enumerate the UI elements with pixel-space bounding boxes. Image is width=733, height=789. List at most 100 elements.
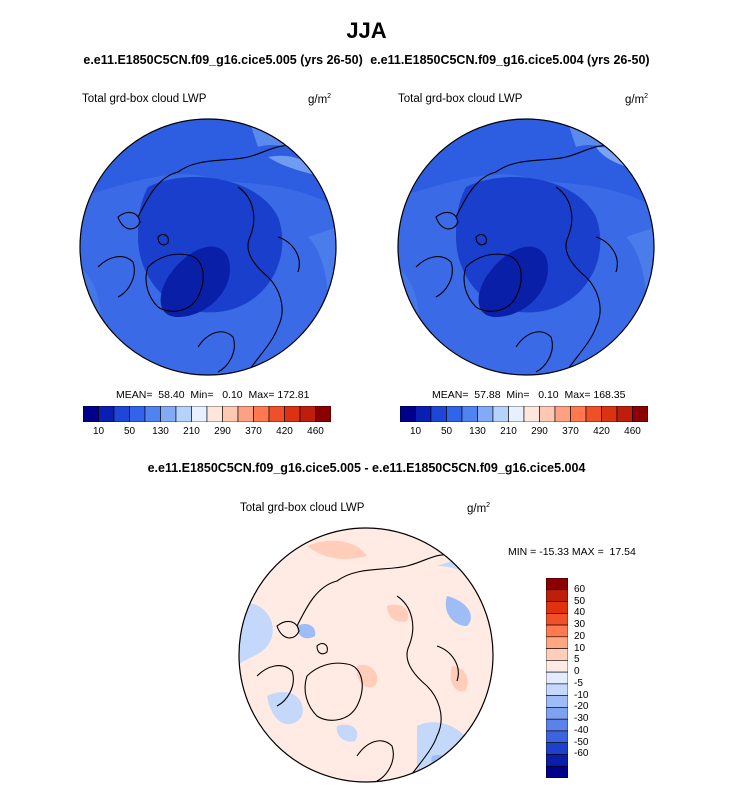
difference-colorbar: [546, 578, 568, 778]
colorbar-swatch: [237, 406, 254, 422]
diff-colorbar-swatch: [546, 742, 568, 755]
diff-colorbar-tick-label: -10: [574, 689, 589, 701]
diff-colorbar-tick-label: -60: [574, 748, 589, 760]
case-title-right: e.e11.E1850C5CN.f09_g16.cice5.004 (yrs 2…: [370, 53, 650, 67]
colorbar-swatch: [477, 406, 494, 422]
season-title: JJA: [346, 18, 387, 43]
colorbar-swatch: [129, 406, 146, 422]
comparison-title: e.e11.E1850C5CN.f09_g16.cice5.005 (yrs 2…: [0, 53, 733, 67]
diff-colorbar-swatch: [546, 754, 568, 767]
right-units-label: g/m2: [625, 93, 649, 106]
colorbar-swatch: [601, 406, 618, 422]
colorbar-tick-label: 50: [440, 426, 453, 437]
colorbar-swatch: [268, 406, 285, 422]
colorbar-swatch: [206, 406, 223, 422]
difference-polar-map: [238, 527, 494, 783]
colorbar-tick-label: 210: [183, 426, 200, 437]
colorbar-swatch: [144, 406, 161, 422]
colorbar-tick-label: 460: [624, 426, 641, 437]
diff-colorbar-tick-label: -40: [574, 724, 589, 736]
colorbar-swatch: [284, 406, 301, 422]
colorbar-tick-label: 290: [531, 426, 548, 437]
colorbar-swatch: [400, 406, 416, 422]
colorbar-swatch: [222, 406, 239, 422]
colorbar-tick-label: 290: [214, 426, 231, 437]
diff-colorbar-tick-label: -20: [574, 701, 589, 713]
colorbar-swatch: [539, 406, 556, 422]
right-stats: MEAN= 57.88 Min= 0.10 Max= 168.35: [432, 389, 626, 401]
diff-colorbar-swatch: [546, 578, 568, 591]
colorbar-swatch: [98, 406, 115, 422]
colorbar-swatch: [632, 406, 648, 422]
diff-colorbar-swatch: [546, 648, 568, 661]
left-variable-label: Total grd-box cloud LWP: [82, 93, 207, 105]
diff-colorbar-swatch: [546, 624, 568, 638]
diff-colorbar-swatch: [546, 671, 568, 685]
colorbar-tick-label: 420: [593, 426, 610, 437]
diff-colorbar-swatch: [546, 589, 568, 602]
diff-colorbar-swatch: [546, 683, 568, 696]
diff-colorbar-tick-label: 40: [574, 607, 586, 619]
colorbar-swatch: [253, 406, 270, 422]
right-variable-label: Total grd-box cloud LWP: [398, 93, 523, 105]
case-title-left: e.e11.E1850C5CN.f09_g16.cice5.005 (yrs 2…: [83, 53, 363, 67]
diff-stats: MIN = -15.33 MAX = 17.54: [508, 546, 636, 558]
diff-colorbar-tick-label: 20: [574, 630, 586, 642]
diff-colorbar-swatch: [546, 707, 568, 720]
diff-colorbar-tick-label: 0: [574, 666, 580, 678]
right-polar-map: [397, 118, 655, 376]
colorbar-tick-label: 130: [469, 426, 486, 437]
left-polar-map: [79, 118, 337, 376]
colorbar-swatch: [175, 406, 192, 422]
colorbar-swatch: [616, 406, 633, 422]
diff-colorbar-tick-label: -30: [574, 713, 589, 725]
diff-colorbar-swatch: [546, 765, 568, 778]
diff-colorbar-tick-label: -50: [574, 736, 589, 748]
diff-colorbar-swatch: [546, 636, 568, 649]
diff-colorbar-tick-label: 30: [574, 619, 586, 631]
diff-colorbar-swatch: [546, 601, 568, 614]
diff-colorbar-swatch: [546, 612, 568, 626]
diff-colorbar-swatch: [546, 660, 568, 673]
diff-variable-label: Total grd-box cloud LWP: [240, 502, 365, 514]
colorbar-swatch: [523, 406, 540, 422]
diff-colorbar-swatch: [546, 730, 568, 744]
left-stats: MEAN= 58.40 Min= 0.10 Max= 172.81: [116, 389, 310, 401]
colorbar-swatch: [299, 406, 316, 422]
colorbar-tick-label: 10: [92, 426, 105, 437]
colorbar-swatch: [315, 406, 331, 422]
left-colorbar: [83, 406, 331, 422]
diff-colorbar-tick-label: -5: [574, 677, 583, 689]
colorbar-tick-label: 460: [307, 426, 324, 437]
colorbar-swatch: [585, 406, 602, 422]
colorbar-swatch: [570, 406, 587, 422]
colorbar-swatch: [508, 406, 525, 422]
colorbar-swatch: [446, 406, 463, 422]
difference-title: e.e11.E1850C5CN.f09_g16.cice5.005 - e.e1…: [147, 461, 586, 475]
diff-colorbar-tick-label: 10: [574, 642, 586, 654]
colorbar-swatch: [160, 406, 177, 422]
diff-colorbar-tick-label: 60: [574, 583, 586, 595]
colorbar-swatch: [415, 406, 432, 422]
colorbar-tick-label: 50: [123, 426, 136, 437]
colorbar-swatch: [113, 406, 130, 422]
diff-colorbar-tick-label: 5: [574, 654, 580, 666]
colorbar-tick-label: 420: [276, 426, 293, 437]
colorbar-swatch: [554, 406, 571, 422]
colorbar-swatch: [191, 406, 208, 422]
colorbar-tick-label: 210: [500, 426, 517, 437]
colorbar-tick-label: 10: [409, 426, 422, 437]
left-units-label: g/m2: [308, 93, 332, 106]
colorbar-tick-label: 370: [562, 426, 579, 437]
colorbar-swatch: [430, 406, 447, 422]
right-colorbar: [400, 406, 648, 422]
colorbar-swatch: [461, 406, 478, 422]
colorbar-swatch: [83, 406, 99, 422]
colorbar-swatch: [492, 406, 509, 422]
colorbar-tick-label: 370: [245, 426, 262, 437]
diff-colorbar-swatch: [546, 695, 568, 708]
diff-colorbar-tick-label: 50: [574, 595, 586, 607]
diff-units-label: g/m2: [467, 502, 491, 515]
colorbar-tick-label: 130: [152, 426, 169, 437]
diff-colorbar-swatch: [546, 718, 568, 732]
